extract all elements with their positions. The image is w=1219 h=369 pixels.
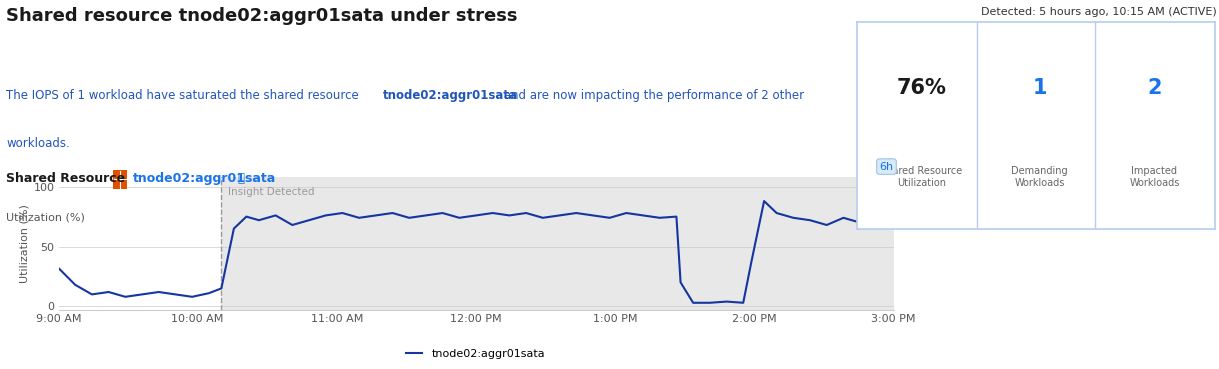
Text: Demanding
Workloads: Demanding Workloads: [1012, 166, 1068, 188]
Text: and are now impacting the performance of 2 other: and are now impacting the performance of…: [500, 89, 805, 101]
Text: Shared Resource: Shared Resource: [6, 172, 126, 184]
Text: tnode02:aggr01sata: tnode02:aggr01sata: [383, 89, 518, 101]
Text: Shared resource tnode02:aggr01sata under stress: Shared resource tnode02:aggr01sata under…: [6, 7, 518, 25]
Text: 76%: 76%: [896, 78, 946, 98]
Text: Impacted
Workloads: Impacted Workloads: [1129, 166, 1180, 188]
Text: The IOPS of 1 workload have saturated the shared resource: The IOPS of 1 workload have saturated th…: [6, 89, 362, 101]
Y-axis label: Utilization (%): Utilization (%): [20, 204, 29, 283]
Text: 2: 2: [1147, 78, 1162, 98]
Bar: [222, 177, 894, 310]
Text: Detected: 5 hours ago, 10:15 AM (ACTIVE): Detected: 5 hours ago, 10:15 AM (ACTIVE): [981, 7, 1217, 17]
Text: Utilization (%): Utilization (%): [6, 212, 85, 222]
Text: Shared Resource
Utilization: Shared Resource Utilization: [880, 166, 963, 188]
Text: 1: 1: [1032, 78, 1047, 98]
Legend: tnode02:aggr01sata: tnode02:aggr01sata: [401, 345, 550, 363]
Text: ⓘ: ⓘ: [238, 172, 244, 184]
Text: Insight Detected: Insight Detected: [228, 187, 315, 197]
Text: 6h: 6h: [879, 162, 894, 172]
Text: tnode02:aggr01sata: tnode02:aggr01sata: [133, 172, 277, 184]
Text: workloads.: workloads.: [6, 137, 69, 149]
